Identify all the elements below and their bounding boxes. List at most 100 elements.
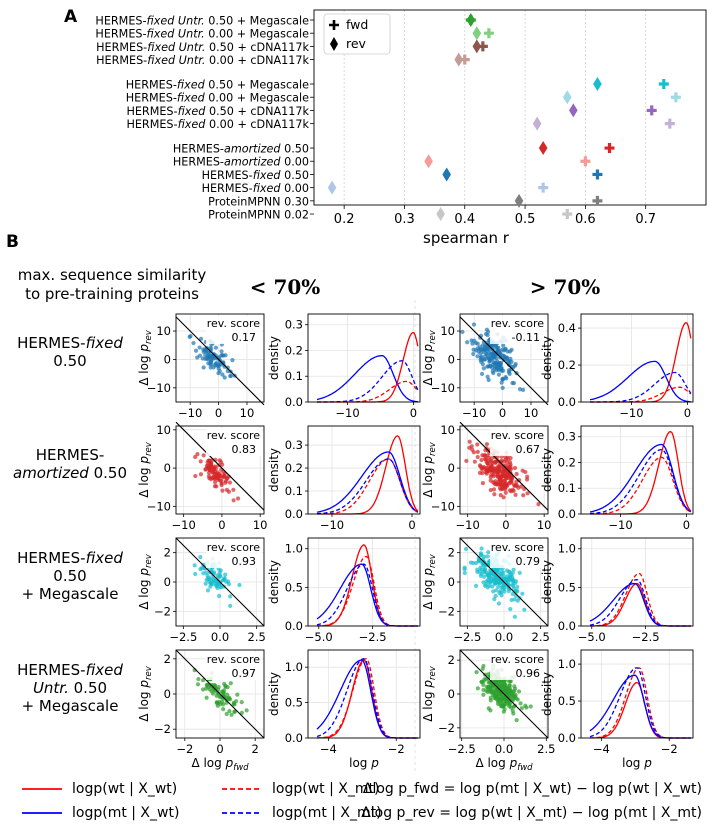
- scatter-point: [463, 546, 469, 552]
- scatter-point: [220, 462, 225, 467]
- y-label-delta: Δ log: [421, 464, 435, 498]
- density-y-tick-label: 0.5: [285, 696, 303, 710]
- scatter-point: [223, 572, 228, 577]
- scatter-point: [222, 375, 227, 380]
- density-x-tick-label: 0: [684, 406, 691, 420]
- row-label-text: fixed: [86, 661, 124, 679]
- density-curve: [316, 458, 419, 515]
- scatter-y-tick-label: 0: [164, 352, 171, 366]
- row-label: HERMES-fixed Untr. 0.00 + cDNA117k: [96, 54, 309, 67]
- density-y-tick-label: 0.1: [285, 484, 303, 498]
- scatter-x-tick-label: 0: [216, 742, 223, 756]
- scatter-point: [494, 567, 499, 572]
- diagonal-line: [175, 316, 265, 406]
- scatter-y-tick-label: 10: [156, 324, 171, 338]
- scatter-point: [521, 493, 526, 498]
- scatter-x-tick-label: 10: [524, 406, 539, 420]
- scatter-y-label: Δ log prev: [137, 441, 154, 497]
- scatter-point: [478, 347, 483, 352]
- density-curve: [590, 667, 691, 739]
- row-label-italic: fixed: [253, 169, 282, 182]
- fwd-plus-marker: [459, 54, 470, 65]
- row-label-text: fixed: [86, 549, 124, 567]
- density-y-tick-label: 0.0: [558, 395, 576, 409]
- density-curve: [317, 360, 419, 403]
- scatter-point: [536, 502, 541, 507]
- density-curve: [589, 667, 691, 739]
- scatter-frame: [459, 425, 549, 515]
- scatter-point: [510, 708, 515, 713]
- density-y-tick-label: 0.5: [558, 694, 576, 708]
- density-curve: [589, 360, 691, 403]
- scatter-point: [495, 688, 500, 693]
- scatter-point: [230, 358, 235, 363]
- score-label: rev. score: [207, 541, 260, 554]
- scatter-point: [193, 571, 198, 577]
- density-curve: [316, 658, 418, 739]
- rev-diamond-marker: [436, 207, 445, 222]
- scatter-point: [505, 468, 510, 473]
- y-label-delta: Δ log: [137, 352, 151, 386]
- scatter-point: [204, 695, 209, 700]
- scatter-point: [499, 679, 504, 684]
- density-x-tick-label: −2: [388, 742, 405, 756]
- row-label-italic: amortized: [224, 143, 281, 156]
- y-label-delta: Δ log: [421, 688, 435, 722]
- scatter-point: [499, 380, 504, 385]
- scatter-point: [484, 471, 489, 476]
- scatter-point: [471, 351, 476, 357]
- scatter-point: [486, 377, 491, 383]
- y-label-p: p: [137, 568, 151, 577]
- row-label-pre: HERMES-: [173, 143, 224, 156]
- scatter-point: [516, 689, 522, 694]
- scatter-point: [208, 345, 213, 350]
- row-label-post: 0.00 + Megascale: [205, 28, 309, 41]
- density-curve: [589, 443, 692, 513]
- scatter-point: [191, 340, 196, 346]
- scatter-point: [488, 687, 493, 692]
- scatter-point: [508, 455, 513, 461]
- scatter-point: [490, 369, 496, 374]
- scatter-point: [508, 606, 513, 612]
- scatter-point: [481, 663, 486, 669]
- scatter-point: [500, 377, 505, 382]
- scatter-point: [488, 475, 493, 480]
- scatter-x-tick-label: 10: [537, 518, 552, 532]
- row-label: ProteinMPNN 0.02: [208, 209, 309, 222]
- scatter-y-tick-label: 0: [448, 461, 455, 475]
- scatter-point: [235, 692, 240, 697]
- y-label-delta: Δ log: [137, 464, 151, 498]
- scatter-point: [219, 482, 224, 488]
- rev-diamond-marker: [569, 103, 578, 118]
- row-label-text: HERMES-: [17, 661, 86, 679]
- scatter-point: [228, 594, 233, 599]
- scatter-point: [219, 349, 224, 354]
- scatter-point: [506, 589, 511, 594]
- scatter-point: [493, 593, 498, 599]
- density-x-tick-label: 0: [410, 406, 417, 420]
- density-y-tick-label: 0.0: [558, 731, 576, 745]
- density-curve: [317, 657, 418, 739]
- score-box: [206, 540, 262, 568]
- scatter-point: [224, 697, 229, 702]
- scatter-point: [480, 470, 485, 476]
- scatter-point: [488, 570, 494, 575]
- scatter-point: [224, 487, 229, 492]
- scatter-point: [507, 688, 512, 693]
- density-y-tick-label: 0.4: [558, 321, 576, 335]
- diagonal-line: [459, 421, 549, 511]
- scatter-point: [519, 484, 524, 489]
- scatter-point: [486, 572, 491, 577]
- scatter-point: [198, 555, 203, 560]
- fwd-plus-marker: [465, 15, 476, 25]
- score-value: 0.79: [516, 555, 541, 568]
- density-y-tick-label: 0.0: [285, 731, 303, 745]
- scatter-point: [196, 676, 201, 682]
- score-value: 0.96: [516, 667, 541, 680]
- scatter-point: [479, 552, 484, 557]
- legend-equation-fwd: Δlog p_fwd = log p(mt | X_wt) − log p(wt…: [363, 781, 702, 797]
- scatter-point: [488, 708, 493, 713]
- scatter-point: [481, 692, 486, 697]
- row-label-italic: amortized: [224, 156, 281, 169]
